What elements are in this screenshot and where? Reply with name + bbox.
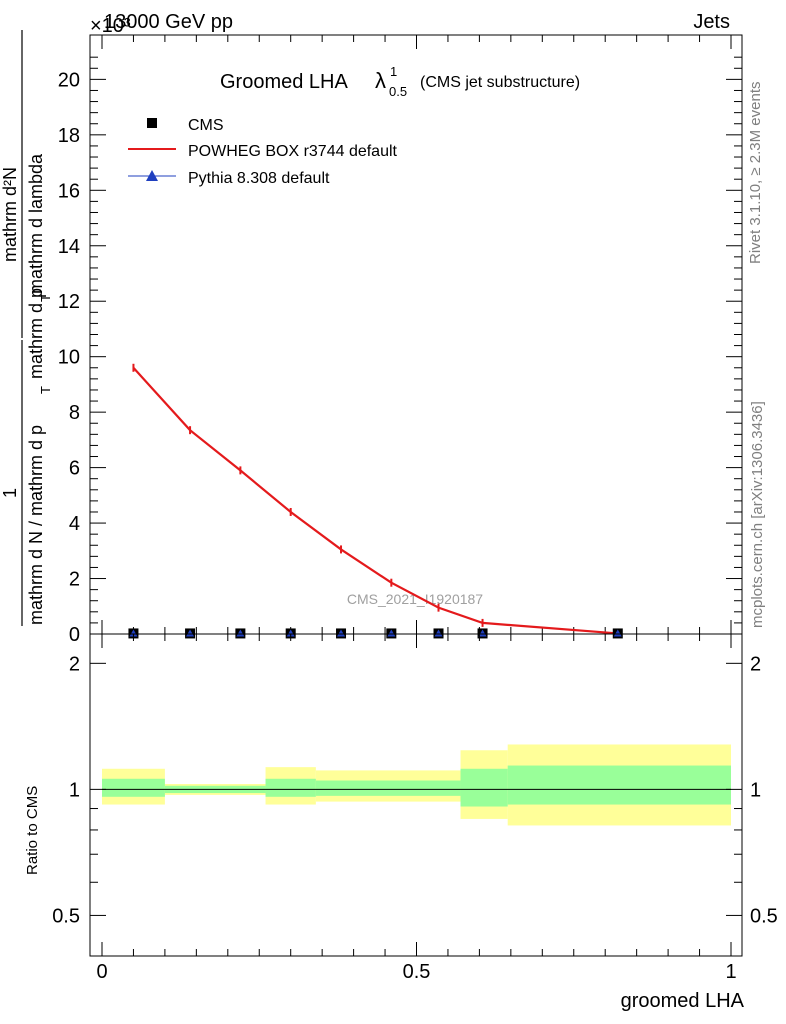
title-main: Groomed LHA: [220, 71, 348, 93]
analysis-watermark: CMS_2021_I1920187: [347, 591, 483, 607]
legend-powheg-label: POWHEG BOX r3744 default: [188, 143, 398, 160]
ratio-y-tick-label: 0.5: [52, 905, 80, 927]
main-series-group: [128, 363, 623, 639]
rivet-version-label: Rivet 3.1.10, ≥ 2.3M events: [747, 82, 764, 265]
legend: CMS POWHEG BOX r3744 default Pythia 8.30…: [128, 117, 398, 187]
legend-cms-label: CMS: [188, 117, 224, 134]
ylabel-den-c: mathrm d lambda: [26, 153, 46, 294]
point-pythia: [613, 629, 622, 637]
header-energy-label: 13000 GeV pp: [104, 11, 233, 33]
point-pythia: [387, 629, 396, 637]
main-y-tick-label: 6: [69, 458, 80, 480]
ratio-band-inner: [315, 780, 461, 796]
title-lambda: λ: [375, 68, 386, 93]
header-jets-label: Jets: [693, 11, 730, 33]
ratio-y-axis-label: Ratio to CMS: [24, 786, 41, 875]
legend-pythia-marker: [146, 170, 158, 181]
ratio-y-axis: 0.5 0.5 1 1 2 2: [52, 653, 778, 957]
main-y-tick-label: 14: [58, 236, 80, 258]
x-axis-label: groomed LHA: [621, 990, 745, 1012]
main-y-tick-label: 16: [58, 180, 80, 202]
main-y-tick-label: 12: [58, 291, 80, 313]
mcplots-label: mcplots.cern.ch [arXiv:1306.3436]: [749, 401, 766, 628]
point-pythia: [434, 629, 443, 637]
ratio-bands-group: [102, 744, 731, 826]
point-pythia: [236, 629, 245, 637]
plot-title: Groomed LHA λ 1 0.5 (CMS jet substructur…: [220, 64, 580, 99]
ratio-x-axis: 0 0.5 1: [96, 634, 737, 983]
point-pythia: [286, 629, 295, 637]
x-tick-label: 0.5: [403, 961, 431, 983]
title-subscript: 0.5: [389, 84, 407, 99]
ratio-y-tick-label: 1: [69, 779, 80, 801]
x-tick-label: 0: [96, 961, 107, 983]
main-y-tick-label: 4: [69, 513, 80, 535]
main-y-tick-label: 10: [58, 347, 80, 369]
ratio-band-inner: [507, 765, 731, 805]
main-y-axis: 0 2 4 6 8 10 12 14 16 18 20: [58, 56, 742, 646]
ylabel-prefactor-num: 1: [0, 488, 20, 498]
ylabel-num: mathrm d²N: [0, 167, 20, 262]
point-pythia: [129, 629, 138, 637]
title-note: (CMS jet substructure): [420, 74, 580, 91]
main-y-tick-label: 2: [69, 569, 80, 591]
point-pythia: [186, 629, 195, 637]
main-y-tick-label: 8: [69, 402, 80, 424]
x-tick-label: 1: [725, 961, 736, 983]
point-pythia: [337, 629, 346, 637]
title-superscript: 1: [390, 64, 397, 79]
ratio-band-inner: [460, 768, 508, 807]
main-y-axis-label: mathrm d N / mathrm d p T mathrm d p T m…: [0, 30, 53, 626]
y-exponent-label: ×10³: [90, 15, 131, 37]
ylabel-prefactor-den-b: T: [38, 386, 53, 394]
main-y-tick-label: 0: [69, 624, 80, 646]
ratio-y-tick-label-right: 1: [750, 779, 761, 801]
ylabel-prefactor-den-a: mathrm d N / mathrm d p: [26, 425, 46, 625]
ratio-y-tick-label-right: 2: [750, 653, 761, 675]
ratio-band-inner: [265, 778, 316, 797]
main-y-tick-label: 20: [58, 69, 80, 91]
legend-cms-marker: [147, 118, 157, 128]
ylabel-den-a: mathrm d p: [26, 288, 46, 379]
ylabel-den-b: T: [38, 294, 53, 302]
legend-pythia-label: Pythia 8.308 default: [188, 170, 330, 187]
ratio-y-tick-label: 2: [69, 653, 80, 675]
main-y-tick-label: 18: [58, 125, 80, 147]
ratio-y-tick-label-right: 0.5: [750, 905, 778, 927]
point-pythia: [478, 629, 487, 637]
ratio-band-inner: [102, 778, 165, 797]
